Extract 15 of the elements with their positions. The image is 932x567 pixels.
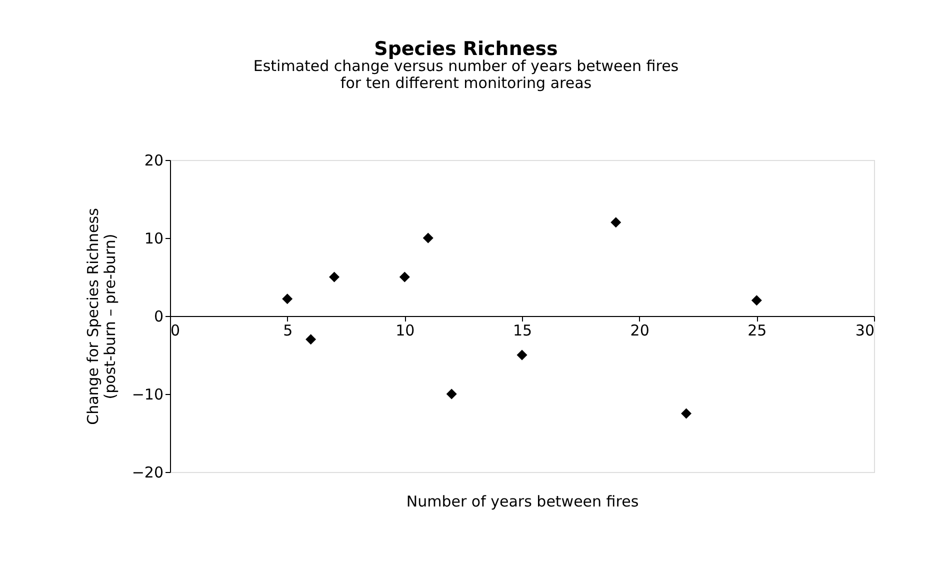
x-tick-label: 5 (283, 322, 293, 340)
x-tick-label: 0 (170, 322, 180, 340)
x-tick-label: 25 (748, 322, 767, 340)
y-axis-title: Change for Species Richness (post-burn – pre-burn) (84, 208, 119, 425)
y-tick-label: −20 (132, 464, 164, 482)
x-tick-label: 10 (396, 322, 415, 340)
chart-title: Species Richness (374, 38, 558, 60)
x-axis-title: Number of years between fires (406, 492, 639, 510)
y-tick-label: −10 (132, 386, 164, 404)
y-tick-label: 0 (154, 308, 164, 326)
y-tick-label: 10 (144, 230, 164, 248)
y-tick-label: 20 (144, 152, 164, 170)
x-tick-label: 20 (630, 322, 650, 340)
x-tick-label: 30 (855, 322, 874, 340)
x-tick-label: 15 (512, 322, 532, 340)
